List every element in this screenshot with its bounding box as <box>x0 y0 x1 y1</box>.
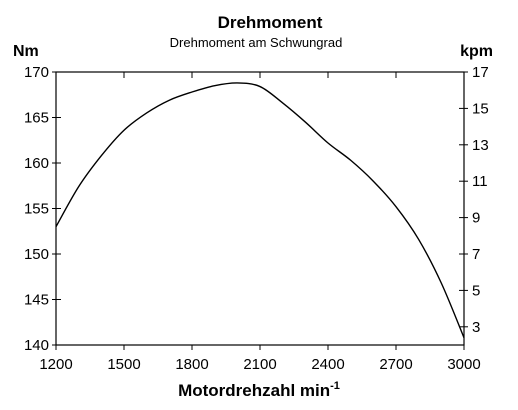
y-tick-label: 165 <box>24 110 49 127</box>
y-right-tick-label: 7 <box>472 246 480 263</box>
x-tick-label: 2700 <box>379 356 412 373</box>
x-tick-label: 3000 <box>447 356 480 373</box>
chart-subtitle: Drehmoment am Schwungrad <box>170 35 343 50</box>
y-right-tick-label: 15 <box>472 100 489 117</box>
y-tick-label: 145 <box>24 292 49 309</box>
y-tick-label: 170 <box>24 64 49 81</box>
y-tick-label: 140 <box>24 337 49 354</box>
y-right-tick-label: 13 <box>472 137 489 154</box>
y-axis-left-unit: Nm <box>13 43 39 60</box>
y-tick-label: 150 <box>24 246 49 263</box>
x-tick-label: 2400 <box>311 356 344 373</box>
y-tick-label: 160 <box>24 155 49 172</box>
x-tick-label: 1200 <box>39 356 72 373</box>
y-right-tick-label: 5 <box>472 282 480 299</box>
x-axis-label: Motordrehzahl min-1 <box>178 380 340 400</box>
chart-title: Drehmoment <box>218 13 323 32</box>
x-tick-label: 1800 <box>175 356 208 373</box>
y-right-tick-label: 3 <box>472 319 480 336</box>
x-tick-label: 2100 <box>243 356 276 373</box>
y-tick-label: 155 <box>24 201 49 218</box>
torque-curve <box>55 82 465 338</box>
y-right-tick-label: 17 <box>472 64 489 81</box>
x-tick-label: 1500 <box>107 356 140 373</box>
y-axis-right-unit: kpm <box>460 43 493 60</box>
y-right-tick-label: 11 <box>472 173 488 190</box>
y-right-tick-label: 9 <box>472 210 480 227</box>
plot-frame <box>55 71 465 346</box>
